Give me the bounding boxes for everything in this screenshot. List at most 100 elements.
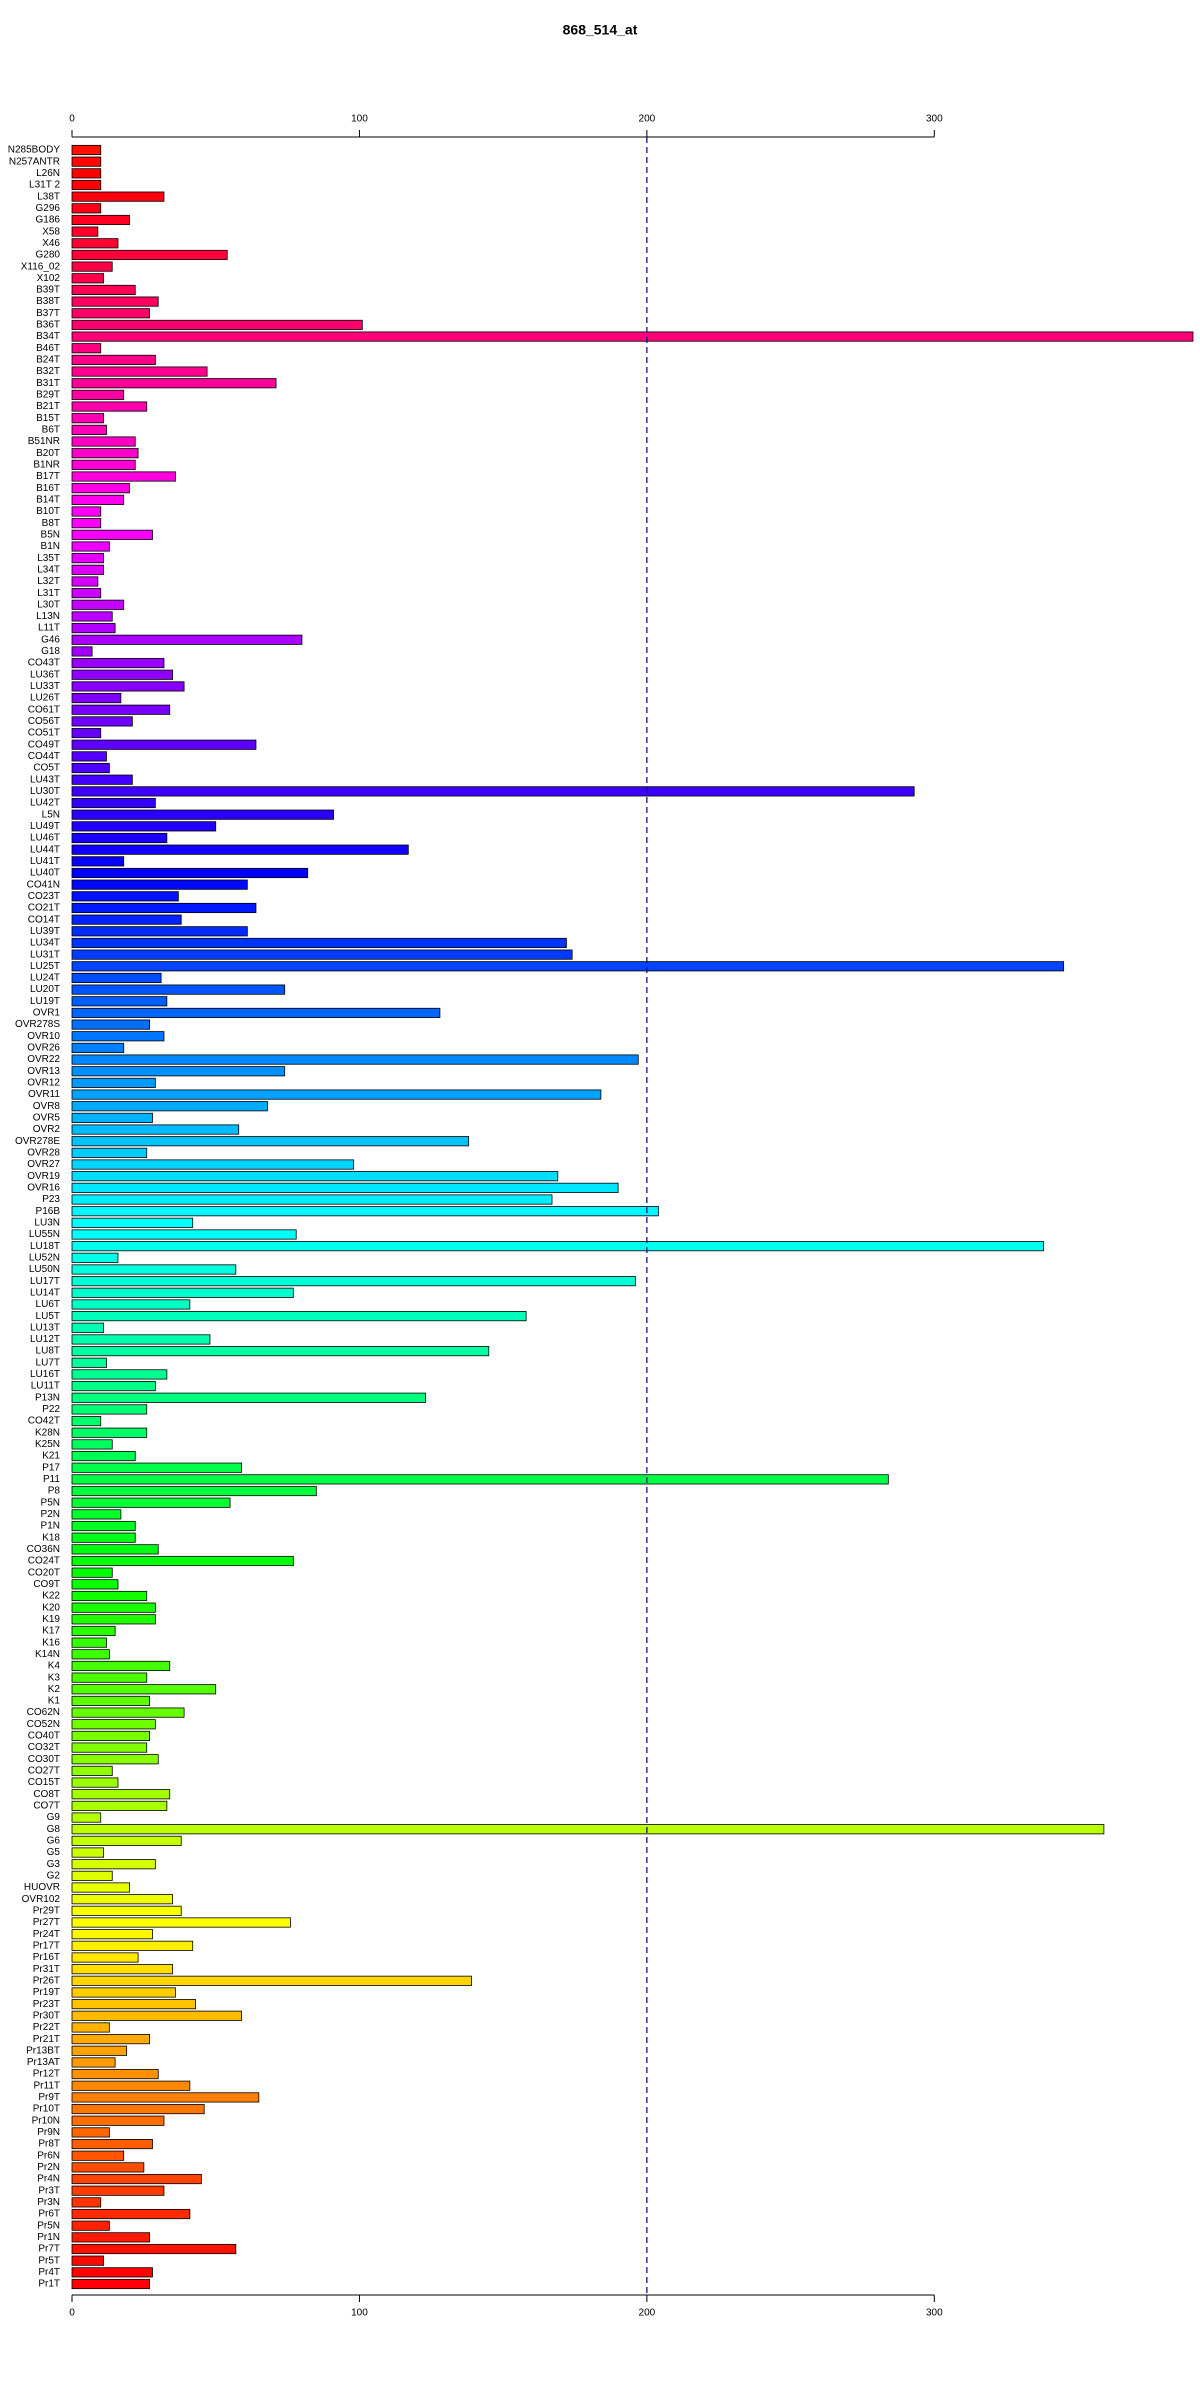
bar xyxy=(71,2173,202,2185)
bar xyxy=(71,1544,159,1555)
y-tick-label: L32T xyxy=(37,576,60,587)
y-tick-label: CO20T xyxy=(28,1567,60,1578)
y-tick-label: CO15T xyxy=(28,1777,60,1788)
y-tick-label: K1 xyxy=(48,1696,61,1707)
y-tick-label: Pr8T xyxy=(38,2139,60,2150)
x-tick-label: 0 xyxy=(69,114,75,125)
bar xyxy=(71,1346,490,1357)
y-tick-label: LU52N xyxy=(29,1252,60,1263)
bar xyxy=(71,2232,151,2243)
bar xyxy=(71,588,102,599)
y-tick-label: CO7T xyxy=(33,1801,60,1812)
y-tick-label: OVR8 xyxy=(33,1101,61,1112)
bar xyxy=(71,821,217,832)
y-tick-label: B8T xyxy=(42,518,60,529)
bar xyxy=(71,1101,268,1112)
bar xyxy=(71,1777,119,1788)
y-tick-label: LU33T xyxy=(30,681,60,692)
bar xyxy=(71,1252,119,1263)
y-tick-label: G46 xyxy=(41,634,60,645)
bar xyxy=(71,1894,174,1905)
bar xyxy=(71,343,102,354)
y-tick-label: LU34T xyxy=(30,938,60,949)
bar xyxy=(71,1975,472,1986)
y-tick-label: G5 xyxy=(47,1847,61,1858)
y-tick-label: G3 xyxy=(47,1859,61,1870)
y-tick-label: LU16T xyxy=(30,1369,60,1380)
x-tick-label: 200 xyxy=(639,2308,656,2319)
y-tick-label: CO62N xyxy=(27,1707,60,1718)
bar xyxy=(71,1311,527,1322)
x-tick-label: 0 xyxy=(69,2308,75,2319)
y-tick-label: K19 xyxy=(42,1614,60,1625)
y-tick-label: B32T xyxy=(36,366,60,377)
y-tick-label: B16T xyxy=(36,483,60,494)
bar xyxy=(71,308,151,319)
y-tick-label: CO44T xyxy=(28,751,60,762)
y-tick-label: LU50N xyxy=(29,1264,60,1275)
bar xyxy=(71,1859,156,1870)
bar xyxy=(71,483,130,494)
y-tick-label: L38T xyxy=(37,191,60,202)
bar xyxy=(71,2150,125,2161)
y-tick-label: LU5T xyxy=(36,1311,60,1322)
y-tick-label: LU7T xyxy=(36,1357,60,1368)
bar xyxy=(71,634,303,645)
x-tick-label: 300 xyxy=(926,2308,943,2319)
bar xyxy=(71,716,133,727)
bar xyxy=(71,1369,168,1380)
y-tick-label: G2 xyxy=(47,1870,61,1881)
bar xyxy=(71,1031,165,1042)
x-tick-label: 300 xyxy=(926,114,943,125)
y-tick-label: CO32T xyxy=(28,1742,60,1753)
bar xyxy=(71,1299,191,1310)
y-tick-label: CO40T xyxy=(28,1731,60,1742)
y-tick-label: CO30T xyxy=(28,1754,60,1765)
y-tick-label: CO51T xyxy=(28,728,60,739)
bar xyxy=(71,902,257,914)
y-tick-label: P13N xyxy=(35,1392,60,1403)
bar xyxy=(71,2092,260,2103)
y-tick-label: OVR16 xyxy=(27,1182,60,1193)
bar xyxy=(71,319,363,330)
y-tick-label: B38T xyxy=(36,296,60,307)
bar xyxy=(71,2267,153,2278)
bar xyxy=(71,1649,110,1660)
y-tick-label: K25N xyxy=(35,1439,60,1450)
bar xyxy=(71,2185,165,2196)
bar xyxy=(71,261,113,272)
bar xyxy=(71,623,116,634)
bar xyxy=(71,1334,211,1345)
bar xyxy=(71,2080,191,2091)
bar xyxy=(71,1532,136,1543)
bar xyxy=(71,2162,145,2173)
bar xyxy=(71,1392,426,1403)
y-tick-label: OVR13 xyxy=(27,1066,60,1077)
y-tick-label: OVR5 xyxy=(33,1113,61,1124)
bar xyxy=(71,937,567,949)
y-tick-label: L34T xyxy=(37,564,60,575)
y-tick-label: LU26T xyxy=(30,693,60,704)
bar xyxy=(71,693,122,704)
bar xyxy=(71,1847,105,1858)
bar xyxy=(71,1614,156,1625)
bar xyxy=(71,541,110,552)
y-tick-label: HUOVR xyxy=(24,1882,60,1893)
bar xyxy=(71,2243,237,2255)
bar xyxy=(71,1637,107,1648)
y-tick-label: B46T xyxy=(36,343,60,354)
bar xyxy=(71,984,286,995)
bar xyxy=(71,1672,148,1683)
y-tick-label: OVR26 xyxy=(27,1043,60,1054)
bar xyxy=(71,1765,113,1776)
bar xyxy=(71,1497,231,1508)
x-tick-label: 200 xyxy=(639,114,656,125)
y-tick-label: Pr5T xyxy=(38,2255,60,2266)
bar xyxy=(71,914,182,925)
y-tick-label: Pr10N xyxy=(32,2115,60,2126)
bar xyxy=(71,156,102,167)
bar xyxy=(71,727,102,739)
bar xyxy=(71,1952,139,1963)
y-tick-label: CO21T xyxy=(28,903,60,914)
